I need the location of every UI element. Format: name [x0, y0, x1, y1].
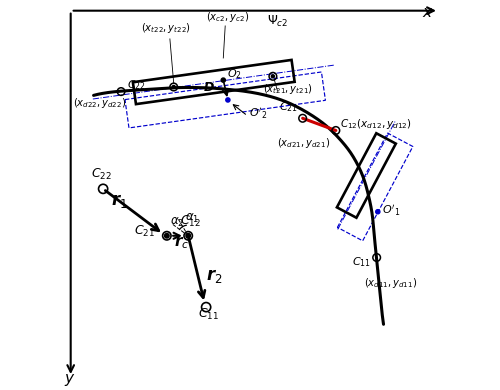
Text: $C_{11}$: $C_{11}$: [352, 255, 371, 269]
Circle shape: [164, 234, 169, 238]
Text: $\boldsymbol{r}_1$: $\boldsymbol{r}_1$: [112, 192, 128, 211]
Text: $O_2$: $O_2$: [227, 67, 242, 81]
Text: $\Psi_{c2}$: $\Psi_{c2}$: [267, 14, 288, 29]
Text: $C_{11}$: $C_{11}$: [198, 307, 218, 322]
Text: $O'_1$: $O'_1$: [382, 203, 400, 218]
Text: $(x_{c2},y_{c2})$: $(x_{c2},y_{c2})$: [206, 10, 250, 24]
Circle shape: [226, 98, 230, 102]
Text: $C_{22}$: $C_{22}$: [127, 78, 146, 92]
Text: $\boldsymbol{r}_c$: $\boldsymbol{r}_c$: [174, 234, 190, 251]
Text: $(x_{d11},y_{d11})$: $(x_{d11},y_{d11})$: [364, 276, 418, 290]
Text: $(x_{d22},y_{d22})$: $(x_{d22},y_{d22})$: [72, 96, 126, 110]
Circle shape: [186, 234, 190, 238]
Text: $C_{21}$: $C_{21}$: [279, 101, 298, 114]
Text: $\boldsymbol{D}$: $\boldsymbol{D}$: [203, 81, 215, 94]
Text: $C_{12}(x_{d12},y_{d12})$: $C_{12}(x_{d12},y_{d12})$: [340, 117, 412, 131]
Text: $(x_{t22},y_{t22})$: $(x_{t22},y_{t22})$: [142, 21, 191, 35]
Circle shape: [172, 85, 175, 89]
Text: $C_{22}$: $C_{22}$: [91, 167, 112, 182]
Circle shape: [221, 78, 226, 82]
Text: $\alpha_2$: $\alpha_2$: [170, 216, 184, 229]
Text: $y$: $y$: [64, 372, 76, 388]
Text: $(x_{d21},y_{d21})$: $(x_{d21},y_{d21})$: [278, 136, 330, 150]
Text: $x$: $x$: [422, 5, 434, 20]
Text: $O'_2$: $O'_2$: [249, 106, 267, 121]
Text: $(x_{t21},y_{t21})$: $(x_{t21},y_{t21})$: [264, 82, 313, 96]
Text: $C_{12}$: $C_{12}$: [180, 214, 201, 229]
Circle shape: [272, 75, 274, 78]
Text: $\boldsymbol{r}_2$: $\boldsymbol{r}_2$: [206, 267, 222, 285]
Text: $\alpha_1$: $\alpha_1$: [185, 212, 200, 225]
Circle shape: [376, 210, 380, 214]
Text: $C_{21}$: $C_{21}$: [134, 224, 156, 239]
